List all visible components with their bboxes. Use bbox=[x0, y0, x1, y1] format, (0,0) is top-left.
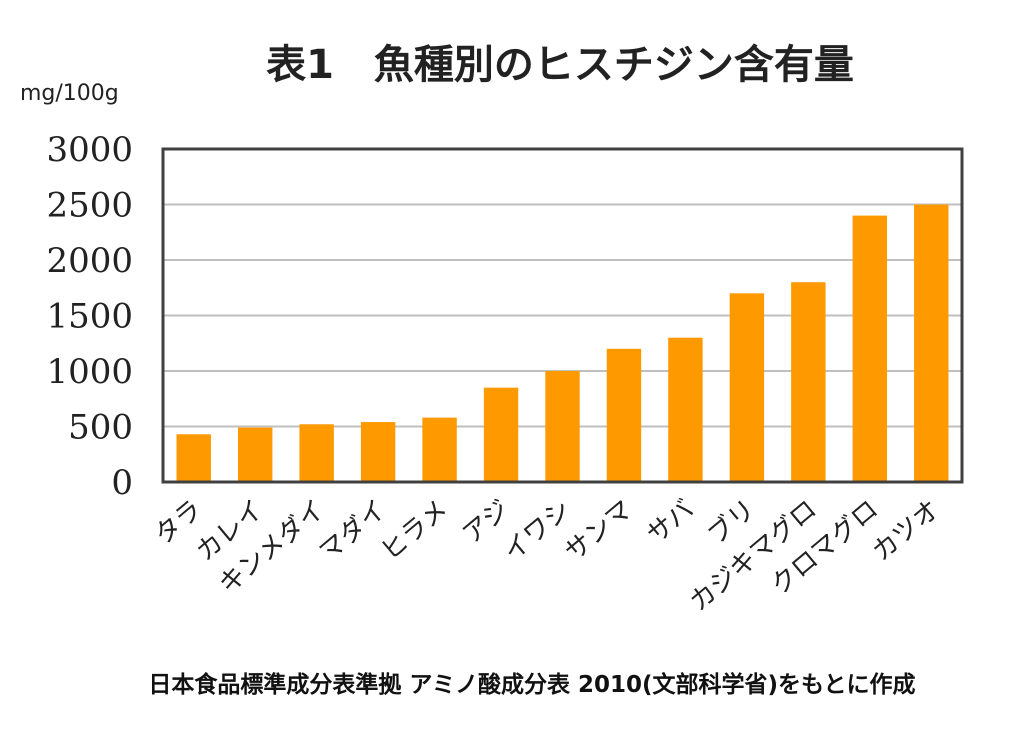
bar-8 bbox=[606, 348, 642, 482]
y-tick-label: 500 bbox=[68, 408, 133, 448]
y-tick-label: 3000 bbox=[46, 130, 133, 170]
bar-10 bbox=[729, 293, 765, 482]
bar-2 bbox=[237, 427, 273, 482]
bar-7 bbox=[545, 371, 580, 482]
y-tick-label: 1500 bbox=[46, 297, 133, 337]
chart-title: 表1 魚種別のヒスチジン含有量 bbox=[266, 42, 854, 88]
x-tick-label: サンマ bbox=[559, 494, 638, 567]
bar-9 bbox=[668, 337, 703, 482]
y-tick-label: 0 bbox=[111, 463, 133, 503]
bars bbox=[176, 204, 949, 482]
bar-11 bbox=[791, 282, 826, 482]
bar-5 bbox=[422, 417, 457, 482]
y-tick-labels: 0 500 1000 1500 2000 2500 3000 bbox=[46, 130, 133, 503]
x-tick-label: ヒラメ bbox=[376, 494, 454, 567]
grid-lines bbox=[163, 203, 962, 428]
y-tick-label: 1000 bbox=[46, 352, 133, 392]
bar-12 bbox=[852, 215, 888, 482]
bar-13 bbox=[914, 204, 949, 482]
y-axis-unit: mg/100g bbox=[20, 81, 119, 106]
y-tick-label: 2000 bbox=[46, 241, 133, 281]
plot-border bbox=[161, 147, 964, 484]
bar-6 bbox=[483, 387, 519, 482]
bar-1 bbox=[176, 434, 211, 482]
x-tick-label: カツオ bbox=[867, 494, 946, 567]
y-tick-label: 2500 bbox=[46, 186, 133, 226]
plot-frame bbox=[161, 147, 964, 484]
bar-4 bbox=[360, 422, 396, 482]
x-tick-label: サバ bbox=[642, 494, 700, 550]
source-note: 日本食品標準成分表準拠 アミノ酸成分表 2010(文部科学省)をもとに作成 bbox=[148, 671, 915, 698]
bar-3 bbox=[299, 424, 334, 482]
x-tick-label: イワシ bbox=[498, 494, 577, 567]
x-tick-label: マダイ bbox=[314, 494, 393, 567]
